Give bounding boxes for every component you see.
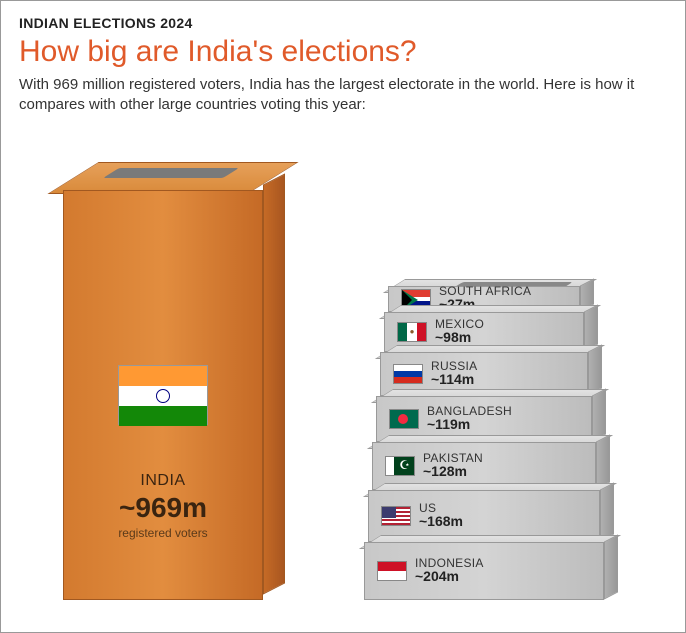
india-country-name: INDIA xyxy=(63,472,263,490)
us-flag-icon xyxy=(381,506,411,526)
slab-voter-count: ~114m xyxy=(431,372,477,387)
india-label-block: INDIA ~969m registered voters xyxy=(63,472,263,540)
comparison-slab: INDONESIA~204m xyxy=(364,542,604,600)
bangladesh-flag-icon xyxy=(389,409,419,429)
slab-label-block: US~168m xyxy=(419,502,463,529)
russia-flag-icon xyxy=(393,364,423,384)
slab-voter-count: ~98m xyxy=(435,330,484,345)
slab-label-block: PAKISTAN~128m xyxy=(423,452,483,479)
slab-side-face xyxy=(604,534,618,599)
slab-side-face xyxy=(592,388,606,441)
india-voter-count: ~969m xyxy=(63,492,263,524)
slab-voter-count: ~168m xyxy=(419,514,463,529)
comparison-slab: US~168m xyxy=(368,490,600,542)
subtitle: With 969 million registered voters, Indi… xyxy=(19,75,667,116)
main-title: How big are India's elections? xyxy=(19,35,667,69)
slab-voter-count: ~119m xyxy=(427,417,512,432)
india-flag-icon xyxy=(118,365,208,425)
india-box-side xyxy=(263,173,285,594)
slab-label-block: RUSSIA~114m xyxy=(431,360,477,387)
comparison-stack: SOUTH AFRICA~27m●MEXICO~98mRUSSIA~114mBA… xyxy=(364,286,644,600)
infographic-container: INDIAN ELECTIONS 2024 How big are India'… xyxy=(0,0,686,633)
indonesia-flag-icon xyxy=(377,561,407,581)
slab-label-block: INDONESIA~204m xyxy=(415,557,484,584)
slab-side-face xyxy=(584,304,598,351)
india-subtext: registered voters xyxy=(63,526,263,540)
india-ballot-box: INDIA ~969m registered voters xyxy=(63,170,283,600)
ballot-slot-icon xyxy=(103,168,239,178)
slab-side-face xyxy=(596,434,610,489)
kicker: INDIAN ELECTIONS 2024 xyxy=(19,15,667,31)
slab-front-face: INDONESIA~204m xyxy=(364,542,604,600)
slab-label-block: BANGLADESH~119m xyxy=(427,405,512,432)
slab-side-face xyxy=(588,344,602,395)
slab-side-face xyxy=(600,482,614,541)
mexico-flag-icon: ● xyxy=(397,322,427,342)
slab-label-block: MEXICO~98m xyxy=(435,318,484,345)
slab-front-face: US~168m xyxy=(368,490,600,542)
chart-area: INDIA ~969m registered voters SOUTH AFRI… xyxy=(19,130,667,620)
pakistan-flag-icon xyxy=(385,456,415,476)
slab-voter-count: ~128m xyxy=(423,464,483,479)
slab-voter-count: ~204m xyxy=(415,569,484,584)
